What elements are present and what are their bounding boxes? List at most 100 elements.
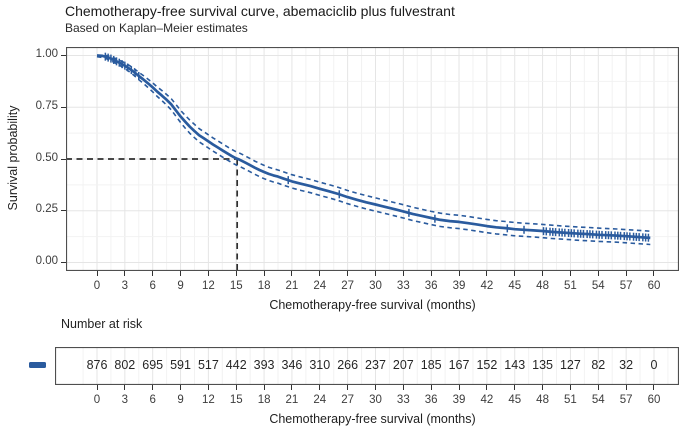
y-tick xyxy=(61,106,66,108)
x-tick xyxy=(486,271,488,276)
chart-subtitle: Based on Kaplan–Meier estimates xyxy=(65,21,248,35)
x-tick-label: 24 xyxy=(313,394,327,406)
x-tick-label: 12 xyxy=(201,394,215,406)
km-survival-line xyxy=(96,54,651,240)
x-tick-label: 36 xyxy=(424,280,438,292)
x-tick-label: 33 xyxy=(396,280,410,292)
x-tick xyxy=(152,271,154,276)
risk-count: 237 xyxy=(365,358,386,372)
x-tick xyxy=(542,271,544,276)
risk-count: 393 xyxy=(253,358,275,372)
x-tick xyxy=(514,271,516,276)
km-plot-panel xyxy=(66,47,679,271)
x-tick xyxy=(152,385,154,390)
risk-count: 207 xyxy=(392,358,414,372)
x-tick-label: 21 xyxy=(285,280,299,292)
x-tick xyxy=(347,385,349,390)
x-tick xyxy=(319,271,321,276)
x-tick-label: 39 xyxy=(452,280,466,292)
risk-table-panel xyxy=(55,347,679,385)
y-tick-label: 0.50 xyxy=(35,151,58,164)
x-tick xyxy=(625,271,627,276)
x-tick xyxy=(569,271,571,276)
risk-count: 143 xyxy=(504,358,526,372)
x-tick-label: 36 xyxy=(424,394,438,406)
y-tick-label: 0.00 xyxy=(35,255,58,267)
y-tick-label: 0.75 xyxy=(35,99,58,112)
x-tick-label: 9 xyxy=(177,394,184,406)
risk-table-title: Number at risk xyxy=(61,317,143,331)
risk-count: 346 xyxy=(281,358,303,372)
x-tick-label: 0 xyxy=(93,394,101,406)
x-tick-label: 27 xyxy=(341,280,355,292)
x-tick-label: 6 xyxy=(149,280,156,292)
km-plot-svg xyxy=(66,47,679,271)
risk-count: 695 xyxy=(142,358,164,372)
x-tick-label: 18 xyxy=(257,394,271,406)
x-tick-label: 0 xyxy=(93,280,101,292)
x-tick xyxy=(96,385,98,390)
x-tick-label: 24 xyxy=(313,280,327,292)
chart-title: Chemotherapy-free survival curve, abemac… xyxy=(65,3,455,19)
x-tick xyxy=(347,271,349,276)
risk-count: 167 xyxy=(448,358,470,372)
x-tick xyxy=(569,385,571,390)
x-tick-label: 12 xyxy=(201,280,215,292)
x-tick-label: 15 xyxy=(229,394,243,406)
x-tick xyxy=(430,385,432,390)
risk-count: 876 xyxy=(86,358,108,372)
x-tick-label: 30 xyxy=(369,280,382,292)
x-tick-label: 60 xyxy=(647,394,661,406)
x-tick-label: 18 xyxy=(257,280,271,292)
x-tick-label: 60 xyxy=(647,280,661,292)
x-tick xyxy=(597,385,599,390)
risk-count: 0 xyxy=(650,358,658,372)
x-tick-label: 51 xyxy=(564,280,577,292)
risk-count: 32 xyxy=(619,358,634,372)
x-tick xyxy=(319,385,321,390)
risk-count: 442 xyxy=(225,358,247,372)
ci-lower-line xyxy=(96,55,651,246)
x-tick-label: 54 xyxy=(591,394,605,406)
series-legend-dash-icon xyxy=(29,362,46,368)
x-tick xyxy=(235,385,237,390)
risk-x-axis-title: Chemotherapy-free survival (months) xyxy=(269,412,476,426)
risk-count: 802 xyxy=(114,358,136,372)
y-tick xyxy=(61,262,66,263)
x-tick-label: 42 xyxy=(480,394,494,406)
y-tick xyxy=(61,158,66,160)
x-tick xyxy=(542,385,544,390)
main-x-axis-title: Chemotherapy-free survival (months) xyxy=(269,298,476,312)
x-tick xyxy=(514,385,516,390)
x-tick xyxy=(207,385,209,390)
x-tick-label: 45 xyxy=(508,394,522,406)
risk-count: 591 xyxy=(170,358,191,372)
x-tick xyxy=(263,385,265,390)
x-tick xyxy=(124,271,126,276)
risk-count: 310 xyxy=(309,358,331,372)
y-tick xyxy=(61,55,66,56)
x-tick-label: 3 xyxy=(121,394,129,406)
x-tick-label: 57 xyxy=(619,394,633,406)
x-tick xyxy=(96,271,98,276)
x-tick xyxy=(486,385,488,390)
x-tick xyxy=(291,271,293,276)
y-tick-label: 1.00 xyxy=(35,48,58,60)
x-tick-label: 21 xyxy=(285,394,299,406)
x-tick-label: 39 xyxy=(452,394,466,406)
y-tick-label: 0.25 xyxy=(35,203,58,216)
x-tick-label: 3 xyxy=(121,280,129,292)
x-tick-label: 54 xyxy=(591,280,605,292)
x-tick xyxy=(625,385,627,390)
y-tick xyxy=(61,210,66,212)
risk-count: 82 xyxy=(591,358,606,372)
x-tick-label: 33 xyxy=(396,394,410,406)
x-tick xyxy=(597,271,599,276)
x-tick xyxy=(374,385,376,390)
x-tick xyxy=(430,271,432,276)
x-tick-label: 6 xyxy=(149,394,156,406)
x-tick xyxy=(180,385,182,390)
x-tick xyxy=(207,271,209,276)
x-tick-label: 42 xyxy=(480,280,494,292)
x-tick xyxy=(124,385,126,390)
